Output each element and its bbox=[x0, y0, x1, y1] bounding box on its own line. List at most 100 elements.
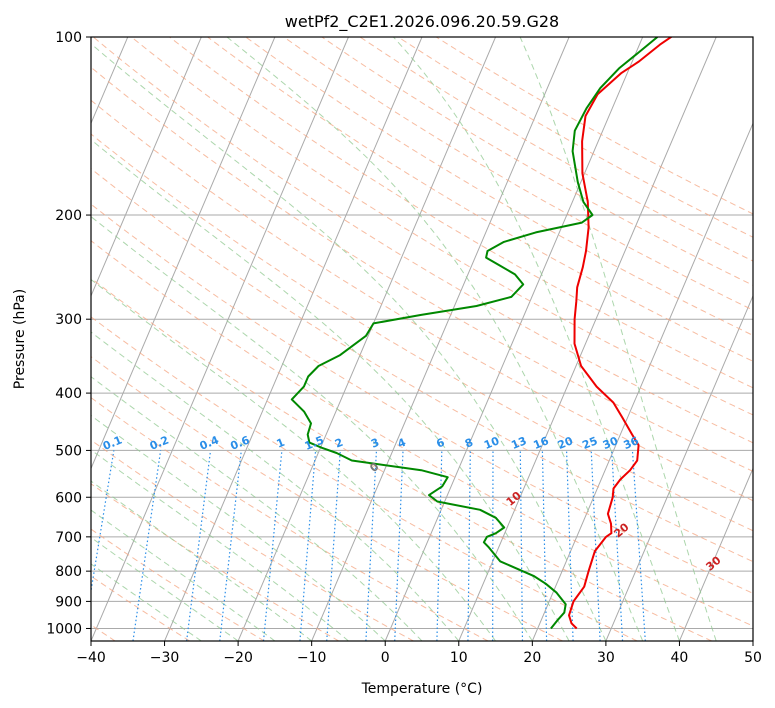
plot-frame bbox=[90, 36, 754, 642]
mixing-ratio-line bbox=[91, 450, 115, 595]
moist-adiabat-line bbox=[91, 139, 570, 641]
mixing-ratio-label: 10 bbox=[482, 434, 501, 452]
temperature-profile-line bbox=[568, 37, 673, 630]
moist-adiabat-label: 0 bbox=[367, 460, 381, 475]
y-tick-label: 700 bbox=[55, 530, 82, 546]
isotherm-line bbox=[91, 37, 349, 641]
moist-adiabat-line bbox=[91, 563, 202, 641]
x-axis: −40 −30 −20 −10 0 10 20 30 40 50 bbox=[76, 641, 762, 666]
series-layer bbox=[290, 37, 673, 630]
dry-adiabat-line bbox=[245, 37, 753, 336]
mixing-ratio-label: 3 bbox=[369, 436, 381, 451]
mixing-ratio-line bbox=[132, 450, 162, 641]
dry-adiabat-line bbox=[91, 277, 713, 641]
isotherm-line bbox=[678, 467, 753, 641]
dry-adiabat-line bbox=[91, 316, 638, 641]
dry-adiabat-line bbox=[91, 575, 190, 641]
isotherm-line bbox=[91, 37, 276, 470]
dry-adiabat-line bbox=[91, 99, 753, 502]
moist-adiabat-label: 30 bbox=[703, 553, 723, 573]
moist-adiabat-line bbox=[91, 215, 533, 641]
moist-adiabat-line bbox=[91, 449, 349, 641]
isotherm-line bbox=[384, 37, 644, 641]
mixing-ratio-label: 8 bbox=[463, 436, 475, 451]
mixing-ratio-line bbox=[436, 450, 443, 641]
y-tick-label: 400 bbox=[55, 386, 82, 402]
dry-adiabat-line bbox=[91, 439, 414, 641]
dry-adiabat-line bbox=[91, 203, 753, 594]
dry-adiabat-line bbox=[321, 37, 753, 286]
dry-adiabat-line bbox=[91, 240, 753, 627]
isotherm-line bbox=[164, 37, 423, 641]
moist-adiabat-line bbox=[91, 43, 607, 641]
mixing-ratio-label: 2 bbox=[333, 436, 345, 451]
y-tick-label: 500 bbox=[55, 443, 82, 459]
line-labels: 0.10.20.40.611.52346810131620253036-100-… bbox=[101, 433, 724, 573]
mixing-ratio-label: 36 bbox=[622, 434, 641, 452]
y-tick-label: 200 bbox=[55, 208, 82, 224]
y-tick-label: 300 bbox=[55, 312, 82, 328]
background-lines bbox=[91, 37, 753, 641]
moist-adiabat-line bbox=[91, 536, 239, 641]
dry-adiabat-line bbox=[283, 37, 753, 311]
x-axis-label: Temperature (°C) bbox=[361, 681, 483, 697]
isotherm-line bbox=[531, 122, 753, 641]
dry-adiabat-line bbox=[92, 37, 753, 444]
mixing-ratio-label: 13 bbox=[509, 434, 528, 452]
x-tick-label: 50 bbox=[744, 650, 762, 666]
dry-adiabat-line bbox=[435, 37, 753, 215]
dry-adiabat-line bbox=[131, 37, 753, 416]
dry-adiabat-line bbox=[91, 528, 265, 641]
isotherm-line bbox=[91, 37, 202, 298]
isotherm-line bbox=[605, 294, 753, 641]
mixing-ratio-line bbox=[186, 450, 212, 641]
isotherm-line bbox=[237, 37, 497, 641]
mixing-ratio-label: 1 bbox=[275, 436, 287, 451]
dry-adiabat-line bbox=[359, 37, 753, 262]
dry-adiabat-line bbox=[91, 133, 753, 532]
x-tick-label: 20 bbox=[523, 650, 541, 666]
chart-title: wetPf2_C2E1.2026.096.20.59.G28 bbox=[285, 12, 559, 32]
y-tick-label: 900 bbox=[55, 594, 82, 610]
moist-adiabat-line bbox=[91, 480, 312, 641]
mixing-ratio-line bbox=[631, 450, 646, 641]
moist-adiabat-line bbox=[91, 331, 460, 641]
mixing-ratio-label: 16 bbox=[532, 434, 551, 452]
dry-adiabat-line bbox=[169, 37, 753, 389]
moist-adiabat-line bbox=[393, 37, 680, 641]
isotherm-line bbox=[458, 37, 717, 641]
mixing-ratio-label: 0.4 bbox=[198, 433, 221, 452]
y-tick-label: 600 bbox=[55, 490, 82, 506]
mixing-ratio-line bbox=[519, 450, 524, 641]
moist-adiabat-label: 20 bbox=[611, 520, 631, 540]
moist-adiabat-line bbox=[519, 37, 717, 641]
x-tick-label: −20 bbox=[223, 650, 253, 666]
moist-adiabat-line bbox=[91, 376, 423, 641]
y-tick-label: 1000 bbox=[46, 621, 82, 637]
x-tick-label: 10 bbox=[450, 650, 468, 666]
y-tick-label: 800 bbox=[55, 564, 82, 580]
moist-adiabat-line bbox=[91, 414, 386, 641]
y-axis-label: Pressure (hPa) bbox=[12, 289, 28, 389]
mixing-ratio-label: 30 bbox=[601, 434, 620, 452]
moist-adiabat-line bbox=[91, 278, 496, 641]
mixing-ratio-label: 25 bbox=[580, 434, 599, 452]
dry-adiabat-line bbox=[91, 397, 489, 641]
x-tick-label: −40 bbox=[76, 650, 106, 666]
y-axis: 100 200 300 400 500 600 700 800 900 1000 bbox=[46, 30, 91, 637]
dry-adiabat-line bbox=[91, 356, 563, 641]
moist-adiabat-line bbox=[91, 509, 276, 641]
mixing-ratio-label: 4 bbox=[396, 436, 408, 451]
dry-adiabat-line bbox=[91, 483, 340, 641]
x-tick-label: 30 bbox=[597, 650, 615, 666]
y-tick-label: 100 bbox=[55, 30, 82, 46]
mixing-ratio-label: 20 bbox=[556, 434, 575, 452]
x-tick-label: 40 bbox=[671, 650, 689, 666]
x-tick-label: −10 bbox=[297, 650, 327, 666]
x-tick-label: 0 bbox=[381, 650, 390, 666]
dry-adiabat-line bbox=[91, 168, 753, 563]
x-tick-label: −30 bbox=[150, 650, 180, 666]
isotherm-line bbox=[752, 639, 753, 641]
moist-adiabat-line bbox=[226, 37, 644, 641]
